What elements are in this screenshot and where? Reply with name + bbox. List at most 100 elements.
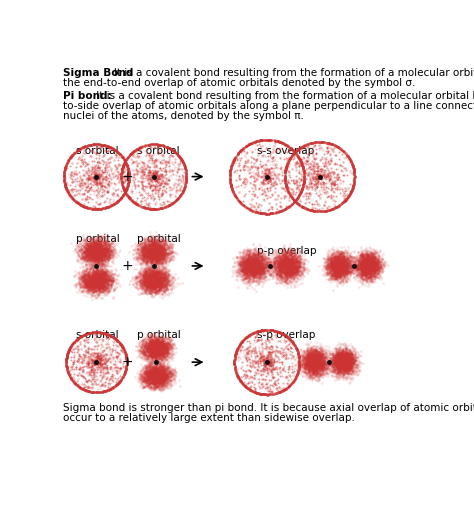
Point bbox=[92, 172, 100, 181]
Point bbox=[350, 181, 357, 189]
Point bbox=[92, 358, 100, 366]
Point bbox=[316, 172, 323, 181]
Point bbox=[358, 260, 365, 269]
Point bbox=[99, 279, 106, 287]
Point bbox=[285, 266, 293, 275]
Point bbox=[286, 281, 294, 289]
Point bbox=[86, 194, 94, 202]
Point bbox=[304, 140, 312, 148]
Point bbox=[310, 354, 318, 363]
Point bbox=[263, 358, 271, 366]
Point bbox=[97, 254, 105, 262]
Point bbox=[85, 342, 92, 351]
Point bbox=[338, 360, 346, 368]
Point bbox=[328, 357, 336, 365]
Point bbox=[92, 358, 100, 366]
Point bbox=[154, 335, 162, 343]
Point bbox=[134, 145, 141, 153]
Point bbox=[150, 172, 157, 181]
Point bbox=[280, 266, 287, 275]
Point bbox=[277, 138, 284, 146]
Point bbox=[142, 271, 149, 280]
Point bbox=[312, 357, 320, 365]
Point bbox=[316, 172, 323, 181]
Point bbox=[324, 255, 331, 263]
Point bbox=[90, 243, 97, 252]
Point bbox=[109, 200, 117, 208]
Point bbox=[244, 251, 252, 259]
Point bbox=[150, 274, 158, 282]
Point bbox=[228, 160, 236, 169]
Point bbox=[89, 251, 97, 259]
Point bbox=[263, 358, 271, 366]
Point bbox=[264, 370, 272, 378]
Point bbox=[150, 172, 157, 181]
Point bbox=[242, 254, 249, 263]
Point bbox=[150, 365, 157, 373]
Point bbox=[150, 367, 157, 375]
Point bbox=[164, 265, 171, 274]
Point bbox=[163, 279, 171, 288]
Point bbox=[150, 172, 157, 181]
Point bbox=[92, 172, 100, 181]
Point bbox=[263, 172, 271, 181]
Point bbox=[341, 262, 348, 270]
Point bbox=[147, 265, 155, 273]
Point bbox=[100, 281, 108, 289]
Point bbox=[341, 357, 348, 365]
Point bbox=[61, 181, 69, 189]
Point bbox=[89, 388, 96, 396]
Point bbox=[322, 349, 330, 358]
Point bbox=[350, 352, 357, 360]
Point bbox=[307, 353, 315, 362]
Point bbox=[148, 251, 156, 259]
Point bbox=[316, 172, 323, 181]
Point bbox=[121, 186, 128, 195]
Point bbox=[239, 144, 247, 152]
Point bbox=[150, 172, 157, 181]
Point bbox=[288, 259, 295, 268]
Point bbox=[121, 175, 128, 183]
Point bbox=[308, 183, 315, 192]
Point bbox=[75, 168, 83, 176]
Point bbox=[146, 258, 154, 267]
Point bbox=[316, 172, 323, 181]
Point bbox=[148, 378, 155, 387]
Point bbox=[150, 277, 157, 285]
Point bbox=[341, 245, 349, 254]
Point bbox=[263, 172, 271, 181]
Point bbox=[271, 179, 279, 187]
Point bbox=[178, 156, 186, 164]
Point bbox=[320, 355, 328, 364]
Point bbox=[246, 259, 254, 267]
Point bbox=[334, 262, 342, 270]
Point bbox=[263, 358, 271, 366]
Point bbox=[157, 259, 165, 267]
Point bbox=[76, 383, 83, 391]
Point bbox=[285, 382, 292, 390]
Point bbox=[154, 268, 162, 277]
Point bbox=[292, 250, 300, 258]
Point bbox=[92, 172, 100, 181]
Point bbox=[312, 150, 320, 158]
Point bbox=[76, 276, 84, 284]
Point bbox=[84, 171, 91, 179]
Point bbox=[262, 209, 270, 218]
Point bbox=[92, 358, 100, 366]
Point bbox=[92, 172, 100, 181]
Point bbox=[86, 284, 93, 293]
Point bbox=[92, 140, 100, 148]
Point bbox=[298, 355, 306, 363]
Point bbox=[160, 346, 168, 354]
Point bbox=[316, 172, 323, 181]
Point bbox=[154, 359, 161, 367]
Point bbox=[263, 172, 271, 181]
Point bbox=[286, 250, 294, 258]
Point bbox=[263, 172, 271, 181]
Point bbox=[363, 270, 370, 279]
Point bbox=[157, 340, 164, 349]
Point bbox=[146, 205, 154, 213]
Point bbox=[322, 355, 329, 363]
Point bbox=[92, 358, 100, 366]
Point bbox=[242, 268, 250, 276]
